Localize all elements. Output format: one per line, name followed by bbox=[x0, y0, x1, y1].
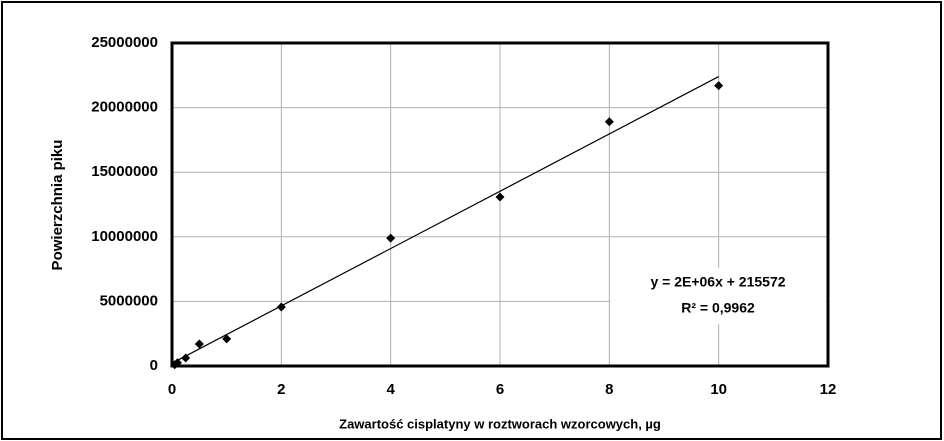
y-tick-label: 10000000 bbox=[91, 228, 158, 245]
x-tick-label: 4 bbox=[386, 381, 395, 398]
x-tick-label: 6 bbox=[496, 381, 504, 398]
annotation-box bbox=[610, 268, 826, 324]
data-point bbox=[222, 334, 232, 344]
y-tick-label: 0 bbox=[150, 357, 158, 374]
x-tick-label: 12 bbox=[820, 381, 837, 398]
annotation: y = 2E+06x + 215572 bbox=[650, 274, 785, 290]
x-tick-label: 2 bbox=[277, 381, 285, 398]
annotation: R² = 0,9962 bbox=[681, 300, 755, 316]
data-point bbox=[181, 353, 191, 363]
x-tick-label: 10 bbox=[710, 381, 727, 398]
data-point bbox=[276, 302, 286, 312]
y-tick-label: 15000000 bbox=[91, 163, 158, 180]
data-point bbox=[194, 339, 204, 349]
trendline bbox=[171, 76, 719, 364]
y-tick-label: 25000000 bbox=[91, 34, 158, 51]
data-point bbox=[495, 192, 505, 202]
data-point bbox=[714, 81, 724, 91]
x-tick-label: 0 bbox=[168, 381, 176, 398]
data-point bbox=[604, 117, 614, 127]
x-tick-label: 8 bbox=[605, 381, 613, 398]
plot-area-border bbox=[170, 41, 830, 368]
y-tick-label: 5000000 bbox=[100, 292, 158, 309]
plot-layer bbox=[170, 76, 724, 370]
y-axis-title: Powierzchnia piku bbox=[49, 140, 66, 271]
data-point bbox=[386, 233, 396, 243]
x-axis-title: Zawartość cisplatyny w roztworach wzorco… bbox=[339, 416, 661, 431]
y-tick-label: 20000000 bbox=[91, 99, 158, 116]
